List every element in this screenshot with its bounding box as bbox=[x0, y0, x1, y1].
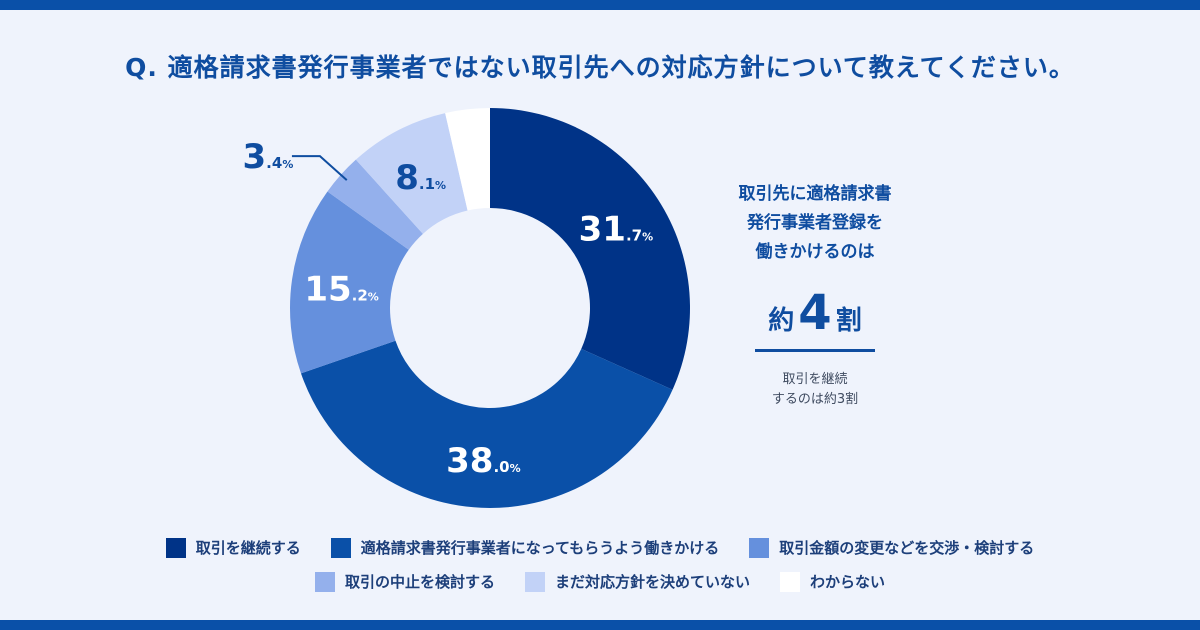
side-line-1: 取引先に適格請求書 bbox=[738, 184, 892, 204]
side-callout-text: 取引先に適格請求書 発行事業者登録を 働きかけるのは bbox=[715, 180, 915, 267]
legend-swatch bbox=[749, 537, 770, 558]
side-note: 取引を継続 するのは約3割 bbox=[715, 370, 915, 410]
top-band bbox=[0, 0, 1200, 10]
highlight-suffix: 割 bbox=[835, 306, 862, 336]
highlight-number: 4 bbox=[798, 285, 832, 341]
donut-slice-3 bbox=[327, 159, 423, 250]
side-line-3: 働きかけるのは bbox=[755, 242, 875, 262]
legend-swatch bbox=[524, 571, 545, 592]
slice-label-0: 31.7% bbox=[579, 209, 654, 249]
legend-label: わからない bbox=[810, 573, 886, 591]
highlight-prefix: 約 bbox=[768, 306, 795, 336]
chart-title: Q. 適格請求書発行事業者ではない取引先への対応方針について教えてください。 bbox=[125, 53, 1075, 82]
highlight-figure: 約4 割 bbox=[755, 285, 875, 352]
legend-item-stop: 取引の中止を検討する bbox=[314, 571, 495, 592]
legend-swatch bbox=[314, 571, 335, 592]
legend-item-undecided: まだ対応方針を決めていない bbox=[524, 571, 750, 592]
legend-label: 取引金額の変更などを交渉・検討する bbox=[779, 539, 1035, 557]
legend-row-1: 取引を継続する 適格請求書発行事業者になってもらうよう働きかける 取引金額の変更… bbox=[0, 537, 1200, 558]
donut-slice-2 bbox=[290, 191, 409, 374]
legend-swatch bbox=[165, 537, 186, 558]
legend-swatch bbox=[780, 571, 800, 592]
slice-label-3: 3.4% bbox=[243, 137, 294, 177]
slice-label-4: 8.1% bbox=[395, 158, 446, 198]
donut-slice-1 bbox=[300, 340, 673, 508]
side-note-line-1: 取引を継続 bbox=[782, 372, 848, 387]
legend-item-continue: 取引を継続する bbox=[165, 537, 301, 558]
side-callout: 取引先に適格請求書 発行事業者登録を 働きかけるのは 約4 割 取引を継続 するの… bbox=[715, 180, 915, 410]
legend-row-2: 取引の中止を検討する まだ対応方針を決めていない わからない bbox=[0, 571, 1200, 592]
donut-slice-5 bbox=[445, 108, 490, 211]
legend-swatch bbox=[330, 537, 351, 558]
slice-label-1: 38.0% bbox=[446, 441, 521, 481]
leader-line-3 bbox=[291, 155, 348, 181]
legend-item-negotiate: 取引金額の変更などを交渉・検討する bbox=[749, 537, 1034, 558]
legend-label: まだ対応方針を決めていない bbox=[554, 573, 750, 591]
side-note-line-2: するのは約3割 bbox=[771, 392, 859, 407]
legend-label: 取引を継続する bbox=[195, 539, 301, 557]
slice-label-2: 15.2% bbox=[304, 269, 379, 309]
donut-slice-0 bbox=[490, 108, 690, 390]
legend-label: 適格請求書発行事業者になってもらうよう働きかける bbox=[360, 539, 720, 557]
donut-slice-4 bbox=[355, 113, 468, 234]
legend-item-unknown: わからない bbox=[780, 571, 885, 592]
legend-item-encourage: 適格請求書発行事業者になってもらうよう働きかける bbox=[330, 537, 720, 558]
side-line-2: 発行事業者登録を bbox=[747, 213, 883, 233]
legend-label: 取引の中止を検討する bbox=[344, 573, 495, 591]
bottom-band bbox=[0, 620, 1200, 630]
